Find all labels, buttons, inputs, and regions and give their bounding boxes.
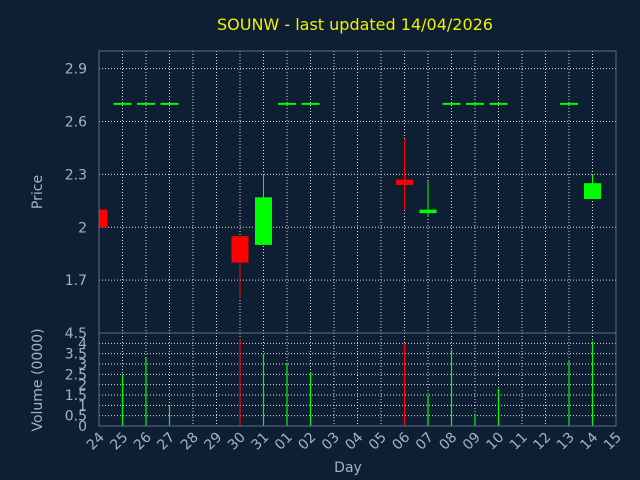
- volume-y-tick-label: 0.5: [65, 409, 87, 425]
- volume-y-tick-label: 0: [78, 419, 87, 435]
- x-axis-title: Day: [334, 460, 362, 476]
- volume-axis-title: Volume (0000): [30, 328, 46, 431]
- volume-y-tick-label: 1: [78, 398, 87, 414]
- price-y-tick-label: 2.9: [65, 62, 87, 78]
- candle-body-14: [584, 183, 601, 200]
- candle-body-30: [231, 236, 249, 263]
- volume-y-tick-label: 1.5: [65, 388, 87, 404]
- candle-body-31: [255, 197, 272, 245]
- candle-body-07: [419, 209, 437, 214]
- volume-panel-frame: [98, 332, 617, 427]
- x-tick-labels: 24 25 26 27 28 29 30 31 01 02 03 04 05 06 07 08 09 10 11 12…: [84, 429, 625, 453]
- price-candles: [98, 102, 601, 298]
- price-y-tick-label: 2.6: [65, 115, 87, 131]
- volume-y-tick-label: 2: [78, 378, 87, 394]
- volume-bars: [121, 339, 594, 426]
- candle-body-24: [99, 209, 108, 228]
- price-y-tick-label: 1.7: [65, 273, 87, 289]
- price-grid: [98, 51, 617, 333]
- volume-y-tick-label: 2.5: [65, 367, 87, 383]
- chart-title: SOUNW - last updated 14/04/2026: [217, 15, 493, 34]
- volume-y-tick-label: 3: [78, 357, 87, 373]
- price-y-tick-label: 2.3: [65, 167, 87, 183]
- volume-y-tick-label: 4: [78, 336, 87, 352]
- price-axis-title: Price: [30, 175, 46, 209]
- price-y-tick-label: 2: [78, 220, 87, 236]
- candle-body-06: [396, 179, 413, 185]
- volume-y-tick-label: 4.5: [65, 326, 87, 342]
- volume-y-tick-label: 3.5: [65, 347, 87, 363]
- price-y-tick-labels: 1.7 2 2.3 2.6 2.9: [65, 62, 87, 290]
- volume-y-tick-labels: 00.511.522.533.544.5: [65, 326, 87, 435]
